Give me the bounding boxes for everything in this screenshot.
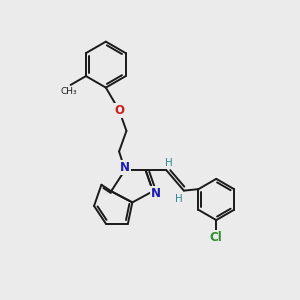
Text: N: N [120,161,130,174]
Text: N: N [151,187,161,200]
Text: O: O [114,104,124,117]
Text: CH₃: CH₃ [61,87,77,96]
Text: H: H [175,194,182,204]
Text: H: H [165,158,172,168]
Text: Cl: Cl [210,231,223,244]
